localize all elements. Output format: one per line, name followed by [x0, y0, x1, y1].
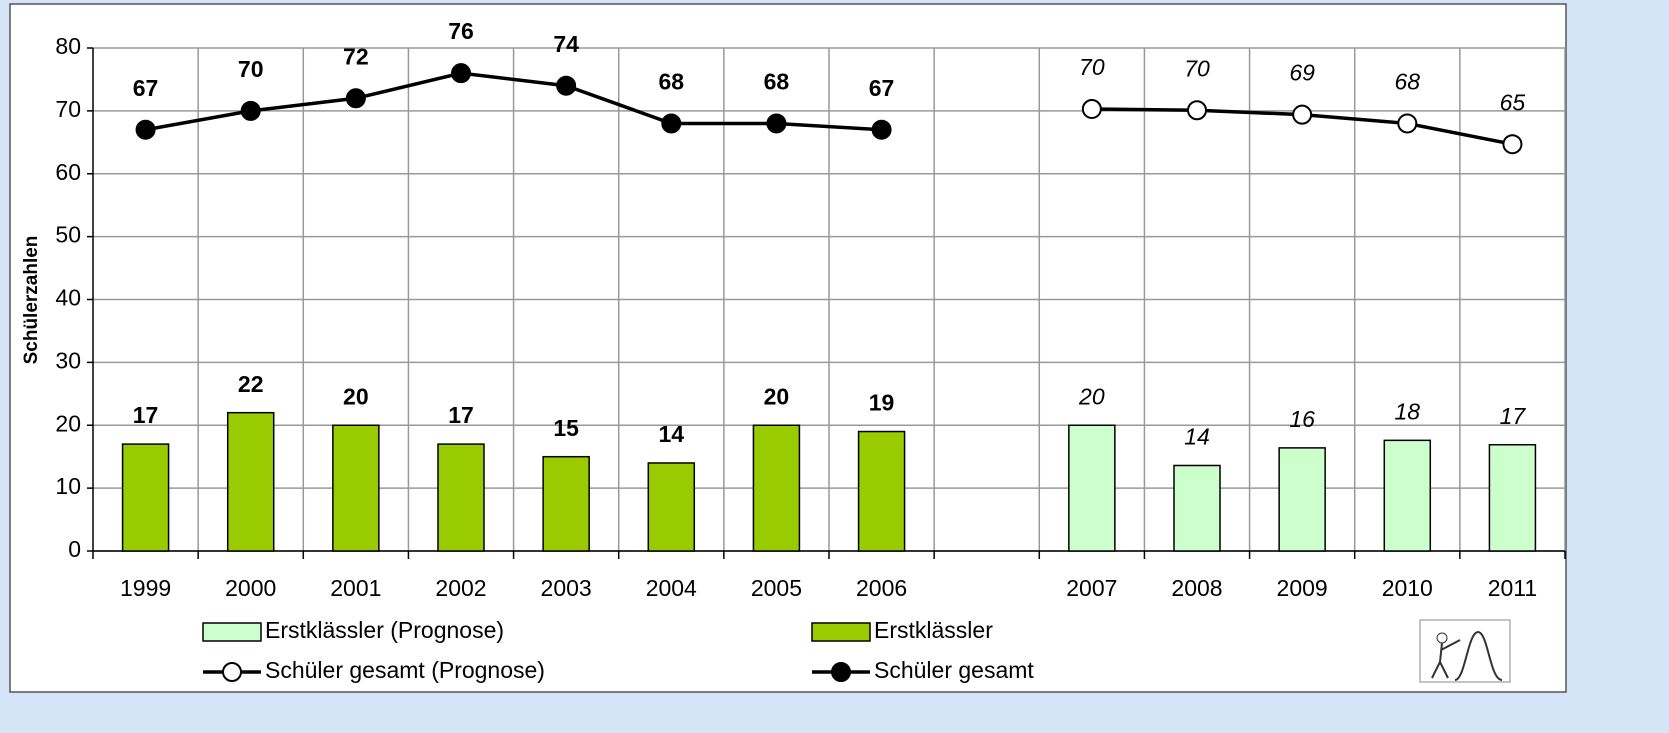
marker: [871, 119, 892, 140]
y-tick-label: 60: [55, 159, 81, 185]
data-label: 70: [1079, 54, 1105, 80]
bar: [1278, 447, 1326, 552]
x-tick-label: 1999: [120, 575, 171, 601]
legend-marker: [831, 662, 851, 682]
legend-label: Erstklässler (Prognose): [265, 617, 504, 643]
data-label: 14: [1184, 424, 1210, 450]
data-label: 76: [448, 18, 474, 44]
bar: [332, 424, 380, 552]
data-label: 20: [1078, 383, 1105, 409]
bar: [542, 455, 590, 552]
data-label: 68: [764, 69, 790, 95]
bar: [1068, 424, 1116, 552]
marker: [451, 63, 471, 84]
data-label: 16: [1289, 406, 1315, 432]
x-tick-label: 2003: [541, 575, 592, 601]
data-label: 67: [869, 75, 895, 101]
marker: [135, 119, 156, 140]
data-label: 65: [1500, 89, 1526, 115]
data-label: 72: [343, 43, 369, 69]
data-label: 68: [1394, 69, 1420, 95]
data-label: 17: [448, 402, 474, 428]
data-label: 14: [658, 421, 684, 447]
legend-marker: [222, 662, 242, 682]
x-tick-label: 2005: [751, 575, 802, 601]
legend-swatch: [811, 622, 871, 642]
logo-icon: [1419, 619, 1511, 683]
bar: [857, 430, 906, 552]
y-tick-label: 30: [55, 347, 81, 373]
marker: [1292, 104, 1313, 125]
x-tick-label: 2011: [1488, 575, 1537, 601]
data-label: 67: [133, 75, 159, 101]
data-label: 70: [1184, 55, 1210, 81]
x-tick-label: 2000: [225, 575, 276, 601]
y-tick-label: 80: [55, 33, 81, 59]
x-tick-label: 2009: [1277, 575, 1328, 601]
x-tick-label: 2004: [646, 575, 697, 601]
bar: [437, 443, 485, 552]
bar: [1173, 464, 1221, 552]
bar: [121, 443, 170, 552]
x-tick-label: 2002: [435, 575, 486, 601]
bar: [752, 424, 801, 552]
marker: [556, 75, 577, 96]
marker: [240, 100, 261, 121]
y-axis-label: Schülerzahlen: [21, 236, 42, 365]
legend-label: Schüler gesamt (Prognose): [265, 657, 545, 683]
bar: [226, 411, 275, 552]
data-label: 19: [869, 390, 895, 416]
line: [145, 71, 882, 132]
x-tick-label: 2007: [1066, 575, 1117, 601]
y-tick-label: 50: [55, 222, 81, 248]
y-tick-label: 20: [55, 410, 81, 436]
data-label: 22: [238, 371, 264, 397]
marker: [1502, 134, 1523, 155]
marker: [766, 113, 787, 134]
data-label: 68: [658, 69, 684, 95]
marker: [1081, 98, 1102, 119]
data-label: 20: [764, 383, 790, 409]
x-tick-label: 2008: [1171, 575, 1222, 601]
x-tick-label: 2006: [856, 575, 907, 601]
logo-frame: [1419, 619, 1511, 683]
bar: [1383, 439, 1432, 552]
y-tick-label: 40: [55, 285, 81, 311]
legend-label: Schüler gesamt: [874, 657, 1034, 683]
data-label: 17: [133, 402, 159, 428]
logo-curve: [1454, 630, 1503, 681]
y-tick-label: 70: [55, 96, 81, 122]
data-label: 70: [238, 56, 264, 82]
marker: [345, 88, 366, 109]
x-tick-label: 2010: [1382, 575, 1433, 601]
y-tick-label: 0: [68, 536, 81, 562]
data-label: 15: [553, 415, 579, 441]
data-label: 18: [1394, 398, 1420, 424]
data-label: 17: [1500, 403, 1527, 429]
marker: [661, 113, 682, 134]
data-label: 20: [343, 383, 369, 409]
data-label: 74: [553, 31, 579, 57]
logo-figure: [1431, 639, 1461, 679]
legend-swatch: [202, 622, 262, 642]
marker: [1397, 113, 1418, 134]
data-label: 69: [1289, 60, 1315, 86]
marker: [1187, 100, 1207, 121]
bar: [647, 462, 696, 552]
legend-label: Erstklässler: [874, 617, 993, 643]
y-tick-label: 10: [55, 473, 81, 499]
bar: [1488, 443, 1537, 552]
x-tick-label: 2001: [330, 575, 381, 601]
